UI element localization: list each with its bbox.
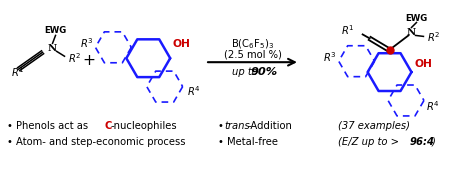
Text: •: • <box>218 121 227 131</box>
Text: $R^3$: $R^3$ <box>80 36 93 50</box>
Text: (2.5 mol %): (2.5 mol %) <box>224 49 282 59</box>
Text: OH: OH <box>172 39 190 49</box>
Text: -Addition: -Addition <box>248 121 293 131</box>
Text: N: N <box>407 28 416 37</box>
Text: -nucleophiles: -nucleophiles <box>110 121 177 131</box>
Text: • Atom- and step-economic process: • Atom- and step-economic process <box>7 137 185 147</box>
Text: B(C$_6$F$_5$)$_3$: B(C$_6$F$_5$)$_3$ <box>231 38 274 51</box>
Text: • Metal-free: • Metal-free <box>218 137 278 147</box>
Text: $R^1$: $R^1$ <box>11 65 24 79</box>
Text: • Phenols act as: • Phenols act as <box>7 121 91 131</box>
Text: $R^1$: $R^1$ <box>341 24 355 37</box>
Text: up to: up to <box>231 67 257 77</box>
Text: (37 examples): (37 examples) <box>337 121 410 131</box>
Text: $R^4$: $R^4$ <box>426 99 440 113</box>
Text: C: C <box>104 121 112 131</box>
Text: EWG: EWG <box>45 26 67 35</box>
Text: $R^2$: $R^2$ <box>428 30 441 44</box>
Text: EWG: EWG <box>405 14 428 23</box>
Text: (E/Z up to >: (E/Z up to > <box>337 137 402 147</box>
Text: +: + <box>82 53 95 68</box>
Text: ): ) <box>431 137 435 147</box>
Text: 90%: 90% <box>251 67 278 77</box>
Text: OH: OH <box>414 59 432 69</box>
Text: trans: trans <box>224 121 250 131</box>
Text: $R^4$: $R^4$ <box>187 85 201 98</box>
Text: $R^2$: $R^2$ <box>69 51 82 65</box>
Text: N: N <box>48 44 57 53</box>
Text: 96:4: 96:4 <box>410 137 435 147</box>
Text: $R^3$: $R^3$ <box>323 50 337 64</box>
